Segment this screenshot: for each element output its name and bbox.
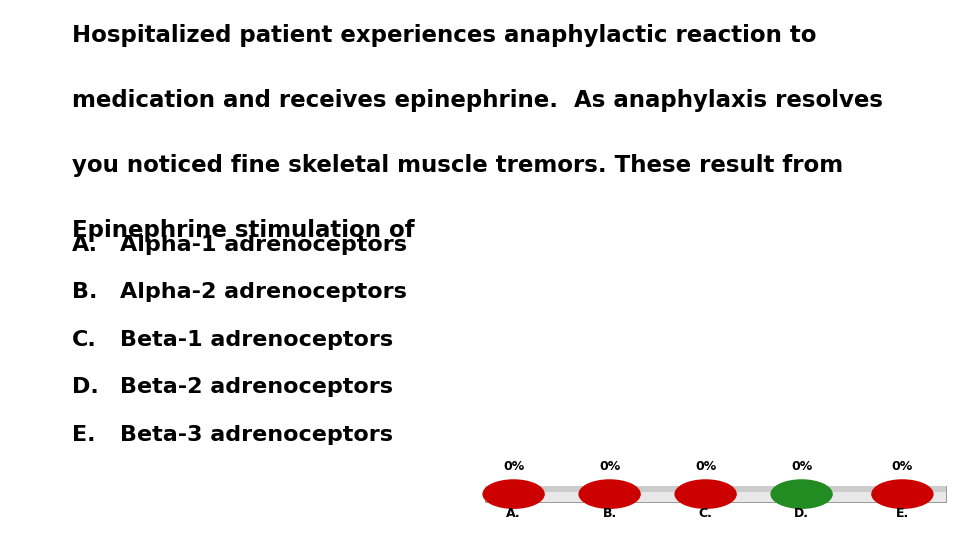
- Text: Beta-2 adrenoceptors: Beta-2 adrenoceptors: [120, 377, 393, 397]
- Text: Epinephrine stimulation of: Epinephrine stimulation of: [72, 219, 415, 242]
- Text: B.: B.: [72, 282, 97, 302]
- Text: A.: A.: [72, 235, 98, 255]
- Text: A.: A.: [506, 507, 521, 519]
- Text: 0%: 0%: [503, 461, 524, 474]
- Text: E.: E.: [896, 507, 909, 519]
- Text: Beta-3 adrenoceptors: Beta-3 adrenoceptors: [120, 425, 393, 445]
- FancyBboxPatch shape: [485, 486, 946, 502]
- Ellipse shape: [578, 480, 641, 509]
- Text: Beta-1 adrenoceptors: Beta-1 adrenoceptors: [120, 330, 394, 350]
- Text: Alpha-2 adrenoceptors: Alpha-2 adrenoceptors: [120, 282, 407, 302]
- Text: 0%: 0%: [892, 461, 913, 474]
- Text: D.: D.: [72, 377, 99, 397]
- Text: C.: C.: [72, 330, 97, 350]
- Text: you noticed fine skeletal muscle tremors. These result from: you noticed fine skeletal muscle tremors…: [72, 154, 843, 177]
- FancyBboxPatch shape: [485, 486, 946, 491]
- Text: 0%: 0%: [791, 461, 812, 474]
- Ellipse shape: [871, 480, 933, 509]
- Text: D.: D.: [794, 507, 809, 519]
- Text: medication and receives epinephrine.  As anaphylaxis resolves: medication and receives epinephrine. As …: [72, 89, 883, 112]
- Ellipse shape: [483, 480, 545, 509]
- Text: B.: B.: [603, 507, 616, 519]
- Text: E.: E.: [72, 425, 95, 445]
- Ellipse shape: [674, 480, 737, 509]
- Text: C.: C.: [699, 507, 712, 519]
- Text: 0%: 0%: [695, 461, 716, 474]
- Text: 0%: 0%: [599, 461, 620, 474]
- Text: Alpha-1 adrenoceptors: Alpha-1 adrenoceptors: [120, 235, 407, 255]
- Ellipse shape: [770, 480, 832, 509]
- Text: Hospitalized patient experiences anaphylactic reaction to: Hospitalized patient experiences anaphyl…: [72, 24, 817, 48]
